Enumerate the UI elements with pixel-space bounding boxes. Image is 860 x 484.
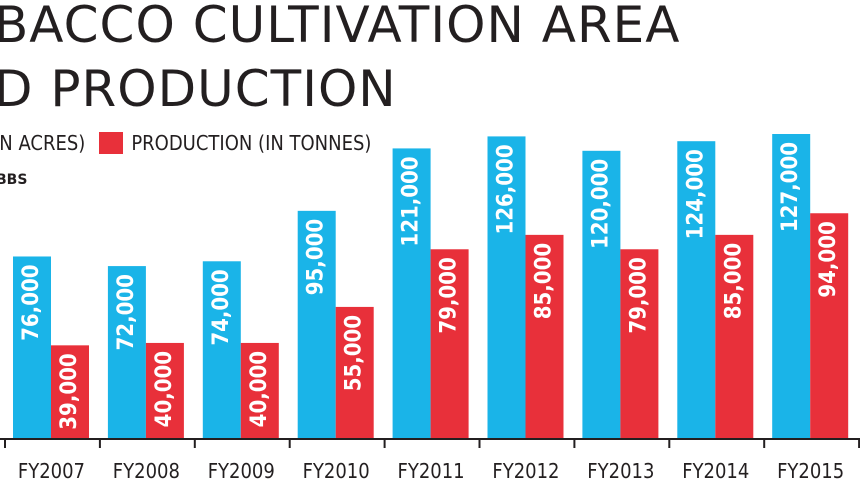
area-bar-fy2015: [772, 134, 811, 439]
x-tick-label-fy2014: FY2014: [682, 459, 749, 483]
production-bar-fy2009: [240, 342, 279, 439]
area-bar-fy2011: [392, 148, 431, 439]
area-bar-fy2008: [107, 266, 146, 439]
source-note: BBS: [0, 172, 28, 188]
production-value-label-fy2012: 85,000: [532, 243, 557, 319]
area-value-label-fy2012: 126,000: [494, 144, 519, 234]
area-bar-fy2009: [202, 261, 241, 439]
production-bar-fy2014: [715, 234, 754, 439]
production-bar-fy2008: [145, 342, 184, 439]
production-value-label-fy2008: 40,000: [152, 351, 177, 427]
production-bar-fy2007: [51, 345, 89, 439]
production-value-label-fy2009: 40,000: [247, 351, 272, 427]
legend-label-production: PRODUCTION (IN TONNES): [131, 131, 372, 155]
production-value-label-fy2015: 94,000: [816, 221, 841, 297]
x-tick-label-fy2009: FY2009: [208, 459, 275, 483]
production-value-label-fy2010: 55,000: [342, 315, 367, 391]
production-bar-fy2013: [620, 249, 659, 439]
area-value-label-fy2014: 124,000: [683, 149, 708, 239]
x-tick-label-fy2011: FY2011: [397, 459, 464, 483]
legend-label-area: IN ACRES): [0, 131, 86, 155]
legend-swatch-production: [99, 132, 124, 154]
area-bar-fy2014: [677, 141, 716, 440]
production-value-label-fy2007: 39,000: [57, 353, 82, 429]
production-bar-fy2010: [335, 306, 374, 439]
area-bar-fy2007: [13, 256, 51, 439]
x-tick-label-fy2012: FY2012: [492, 459, 559, 483]
area-bar-fy2010: [297, 210, 336, 439]
x-tick-label-fy2007: FY2007: [18, 459, 85, 483]
legend: IN ACRES) PRODUCTION (IN TONNES): [0, 128, 371, 158]
area-bar-fy2012: [487, 136, 526, 439]
area-value-label-fy2010: 95,000: [304, 219, 329, 295]
chart-title-line-1: BACCO CULTIVATION AREA: [0, 0, 681, 54]
production-bar-fy2012: [525, 234, 564, 439]
area-value-label-fy2007: 76,000: [19, 264, 44, 340]
area-value-label-fy2011: 121,000: [399, 156, 424, 246]
area-value-label-fy2015: 127,000: [778, 142, 803, 232]
area-value-label-fy2008: 72,000: [114, 274, 139, 350]
area-value-label-fy2013: 120,000: [588, 159, 613, 249]
production-value-label-fy2013: 79,000: [626, 257, 651, 333]
production-value-label-fy2014: 85,000: [721, 243, 746, 319]
chart-title-line-2: D PRODUCTION: [0, 60, 397, 118]
x-tick-label-fy2015: FY2015: [777, 459, 844, 483]
x-tick-label-fy2008: FY2008: [113, 459, 180, 483]
x-tick-label-fy2010: FY2010: [303, 459, 370, 483]
production-value-label-fy2011: 79,000: [437, 257, 462, 333]
production-bar-fy2011: [430, 249, 469, 439]
area-value-label-fy2009: 74,000: [209, 269, 234, 345]
area-bar-fy2013: [582, 150, 621, 439]
x-tick-label-fy2013: FY2013: [587, 459, 654, 483]
production-bar-fy2015: [810, 213, 849, 439]
